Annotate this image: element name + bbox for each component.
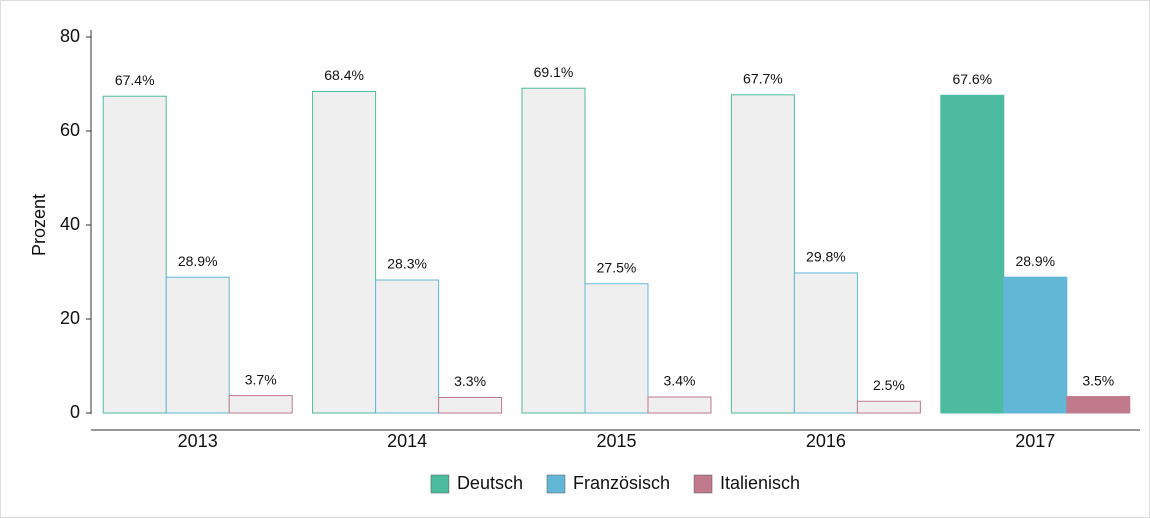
value-label: 67.6%	[952, 71, 992, 87]
value-label: 3.4%	[664, 373, 696, 389]
legend-label: Deutsch	[457, 473, 523, 493]
y-tick-label: 0	[70, 402, 80, 422]
bar	[521, 87, 586, 414]
bar	[1066, 396, 1131, 414]
y-tick-label: 20	[60, 308, 80, 328]
value-label: 28.9%	[178, 253, 218, 269]
bar	[102, 95, 167, 414]
value-label: 3.3%	[454, 373, 486, 389]
bar	[375, 279, 440, 414]
value-label: 29.8%	[806, 249, 846, 265]
bar	[228, 395, 293, 414]
x-tick-label: 2016	[806, 431, 846, 451]
value-label: 27.5%	[597, 259, 637, 275]
value-label: 67.7%	[743, 71, 783, 87]
value-label: 28.3%	[387, 256, 427, 272]
bar	[165, 276, 230, 414]
bar	[312, 91, 377, 414]
x-tick-label: 2015	[596, 431, 636, 451]
x-tick-label: 2017	[1015, 431, 1055, 451]
bar	[647, 396, 712, 414]
legend-swatch	[693, 474, 713, 494]
y-tick-label: 40	[60, 214, 80, 234]
value-label: 68.4%	[324, 67, 364, 83]
bar	[856, 400, 921, 414]
value-label: 67.4%	[115, 72, 155, 88]
legend-swatch	[546, 474, 566, 494]
bar	[730, 94, 795, 414]
bar	[438, 396, 503, 414]
value-label: 69.1%	[534, 64, 574, 80]
y-tick-label: 80	[60, 26, 80, 46]
y-tick-label: 60	[60, 120, 80, 140]
x-tick-label: 2013	[178, 431, 218, 451]
bar	[940, 94, 1005, 414]
value-label: 3.5%	[1082, 372, 1114, 388]
y-axis-label: Prozent	[29, 194, 49, 256]
legend-label: Italienisch	[720, 473, 800, 493]
bar	[793, 272, 858, 414]
x-tick-label: 2014	[387, 431, 427, 451]
value-label: 2.5%	[873, 377, 905, 393]
legend-swatch	[430, 474, 450, 494]
value-label: 3.7%	[245, 371, 277, 387]
value-label: 28.9%	[1015, 253, 1055, 269]
bar	[584, 283, 649, 414]
legend-label: Französisch	[573, 473, 670, 493]
bar	[1003, 276, 1068, 414]
